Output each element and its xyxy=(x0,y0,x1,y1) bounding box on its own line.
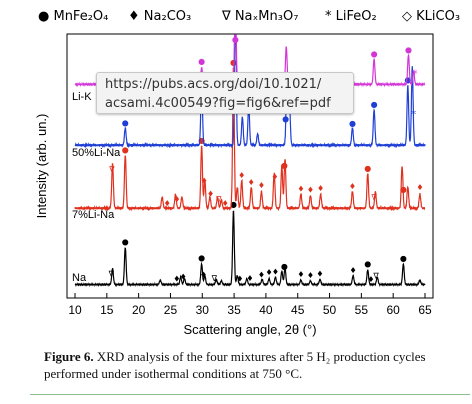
phase-marker: ♦ xyxy=(222,199,229,208)
phase-marker: ● xyxy=(282,114,289,123)
x-tick-label: 50 xyxy=(323,303,337,317)
series-7-li-na: 7%Li-Na●●●● ●●♦ ♦♦♦♦♦♦ ♦♦♦ ♦ ♦ ♦ ♦∇∇ ∇ xyxy=(72,58,426,221)
phase-marker: ♦ xyxy=(307,271,314,280)
phase-marker: ♦ xyxy=(271,173,278,182)
phase-marker: ♦ xyxy=(201,177,208,186)
x-tick-label: 40 xyxy=(259,303,273,317)
phase-marker: ♦ xyxy=(297,270,304,279)
phase-marker: ● xyxy=(400,254,407,263)
phase-marker: ● xyxy=(198,136,205,145)
phase-marker: ∇ xyxy=(108,270,115,279)
phase-marker: ∇ xyxy=(108,165,115,174)
x-tick-label: 60 xyxy=(387,303,401,317)
phase-marker: ♦ xyxy=(350,266,357,275)
phase-marker: ● xyxy=(371,49,378,58)
x-tick-label: 35 xyxy=(227,303,241,317)
phase-marker: ♦ xyxy=(266,268,273,277)
x-tick-label: 10 xyxy=(68,303,82,317)
phase-marker: ♦ xyxy=(246,274,253,283)
x-tick-label: 30 xyxy=(196,303,210,317)
phase-marker: ♦ xyxy=(258,271,265,280)
legend: ● MnFe₂O₄ ♦ Na₂CO₃ ∇ NaₓMn₃O₇ * LiFeO₂ ◇ KLi… xyxy=(38,9,460,24)
phase-marker: ● xyxy=(232,35,239,44)
phase-marker: ♦ xyxy=(236,275,243,284)
phase-marker: ∇ xyxy=(372,272,379,281)
phase-marker: ∇ xyxy=(370,193,377,202)
series-layer: Na●●●● ●●♦ ♦ ♦ ♦ ♦ ♦ ♦ ♦ ♦ ♦ ♦ ♦♦∇ ∇ ∇7%Li-Na●●●● ●●♦ ♦♦… xyxy=(72,34,426,288)
phase-marker: ♦ xyxy=(238,171,245,180)
separator-line xyxy=(30,394,470,395)
axis-layer: 10 15 20 25 30 35 40 45 50 55 60 65 xyxy=(68,293,432,317)
phase-marker: ♦ xyxy=(367,275,374,284)
x-tick-label: 65 xyxy=(418,303,432,317)
legend-entry: ◇ KLiCO₃ xyxy=(402,9,460,24)
phase-marker: ● xyxy=(404,75,411,84)
phase-marker: ● xyxy=(349,119,356,128)
legend-entry: ♦ Na₂CO₃ xyxy=(128,9,191,24)
series-label: 7%Li-Na xyxy=(72,209,115,221)
phase-marker: ♦ xyxy=(164,199,171,208)
x-tick-label: 15 xyxy=(100,303,114,317)
phase-marker: ♦ xyxy=(297,184,304,193)
x-tick-label: 45 xyxy=(291,303,305,317)
phase-marker: ♦ xyxy=(180,272,187,281)
phase-marker: ● xyxy=(400,185,407,194)
legend-entry: ∇ NaₓMn₃O₇ xyxy=(221,9,298,24)
tooltip-line-1: https://pubs.acs.org/doi/10.1021/ xyxy=(105,77,322,92)
figure-caption: Figure 6. XRD analysis of the four mixtu… xyxy=(44,348,464,382)
series-label: 50%Li-Na xyxy=(72,147,121,159)
series-na: Na●●●● ●●♦ ♦ ♦ ♦ ♦ ♦ ♦ ♦ ♦ ♦ ♦ ♦♦∇ ∇ ∇ xyxy=(72,200,426,288)
x-tick-label: 20 xyxy=(132,303,146,317)
x-tick-label: 55 xyxy=(355,303,369,317)
phase-marker: ● xyxy=(281,161,288,170)
legend-entry: * LiFeO₂ xyxy=(325,9,377,24)
x-tick-label: 25 xyxy=(164,303,178,317)
phase-marker: ● xyxy=(364,260,371,269)
diffraction-trace xyxy=(74,210,426,288)
phase-marker: ♦ xyxy=(349,182,356,191)
diffraction-trace xyxy=(74,34,426,149)
phase-marker: ♦ xyxy=(200,270,207,279)
phase-marker: ♦ xyxy=(317,184,324,193)
phase-marker: ● xyxy=(198,57,205,66)
phase-marker: ♦ xyxy=(307,186,314,195)
phase-marker: ● xyxy=(281,262,288,271)
phase-marker: ♦ xyxy=(316,269,323,278)
phase-marker: ♦ xyxy=(258,181,265,190)
phase-marker: ● xyxy=(122,146,129,155)
plot-frame xyxy=(66,33,434,299)
series-label: Na xyxy=(72,272,87,284)
phase-marker: * xyxy=(412,67,418,80)
phase-marker: ● xyxy=(230,200,237,209)
phase-marker: ● xyxy=(122,238,129,247)
url-tooltip[interactable]: https://pubs.acs.org/doi/10.1021/ acsami… xyxy=(96,72,354,114)
tooltip-line-2: acsami.4c00549?fig=fig6&ref=pdf xyxy=(105,96,331,111)
phase-marker: ♦ xyxy=(416,183,423,192)
phase-marker: ● xyxy=(198,254,205,263)
phase-marker: ● xyxy=(122,118,129,127)
phase-marker: ∇ xyxy=(211,274,218,283)
phase-marker: ● xyxy=(371,100,378,109)
legend-entry: ● MnFe₂O₄ xyxy=(38,9,108,24)
phase-marker: ♦ xyxy=(173,274,180,283)
phase-marker: ♦ xyxy=(173,195,180,204)
phase-marker: * xyxy=(411,108,417,121)
phase-marker: ♦ xyxy=(272,267,279,276)
caption-text: XRD analysis of the four mixtures after … xyxy=(44,349,426,381)
phase-marker: ● xyxy=(405,45,412,54)
series-label: Li-K xyxy=(72,91,92,103)
phase-marker: ♦ xyxy=(207,190,214,199)
caption-label: Figure 6. xyxy=(44,349,94,364)
phase-marker: ♦ xyxy=(248,178,255,187)
phase-marker: ∇ xyxy=(215,195,222,204)
y-axis-label: Intensity (arb. un.) xyxy=(34,114,49,219)
x-axis-label: Scattering angle, 2θ (°) xyxy=(183,322,316,337)
diffraction-trace xyxy=(74,67,426,212)
phase-marker: ● xyxy=(364,164,371,173)
